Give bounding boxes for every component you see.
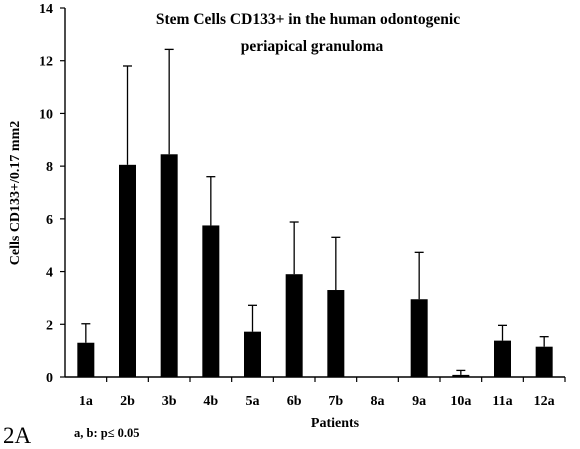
x-tick-label-2b: 2b (120, 394, 135, 409)
y-axis-label: Cells CD133+/0.17 mm2 (8, 121, 23, 265)
significance-note: a, b: p≤ 0.05 (74, 426, 140, 440)
error-bars-group (81, 48, 549, 375)
y-tick-label: 12 (39, 55, 53, 70)
bar-6b (285, 274, 303, 377)
y-tick-label: 10 (39, 107, 53, 122)
bar-10a (452, 374, 470, 377)
panel-label: 2A (3, 423, 32, 448)
y-tick-label: 4 (46, 266, 53, 281)
x-tick-label-7b: 7b (328, 394, 343, 409)
x-tick-label-12a: 12a (534, 394, 555, 409)
chart-title: Stem Cells CD133+ in the human odontogen… (156, 11, 460, 55)
y-tick-label: 2 (46, 318, 53, 333)
x-tick-label-11a: 11a (492, 394, 512, 409)
chart-title-line-2: periapical granuloma (241, 38, 384, 55)
bar-1a (77, 342, 95, 377)
y-tick-label: 14 (39, 2, 53, 17)
bar-12a (535, 346, 553, 377)
x-tick-label-6b: 6b (287, 394, 302, 409)
bar-5a (244, 331, 261, 377)
x-tick-label-1a: 1a (79, 394, 93, 409)
y-tick-label: 0 (46, 371, 53, 386)
x-tick-label-10a: 10a (450, 394, 471, 409)
bar-4b (202, 225, 220, 377)
x-tick-label-4b: 4b (203, 394, 218, 409)
bar-7b (327, 290, 345, 377)
y-ticks-group: 0 2 4 6 8 10 12 14 (39, 2, 65, 386)
x-tick-label-8a: 8a (371, 394, 385, 409)
y-tick-label: 8 (46, 160, 53, 175)
x-ticks-group: 1a 2b 3b 4b 5a 6b 7b 8a 9a 10a 11a 12a (79, 377, 566, 409)
bars-group (77, 154, 553, 377)
bar-2b (119, 164, 136, 377)
bar-3b (160, 154, 178, 377)
x-axis-label: Patients (311, 416, 360, 431)
chart-title-line-1: Stem Cells CD133+ in the human odontogen… (156, 11, 460, 28)
x-tick-label-5a: 5a (246, 394, 260, 409)
x-tick-label-9a: 9a (412, 394, 426, 409)
bar-11a (494, 340, 511, 377)
x-tick-label-3b: 3b (162, 394, 177, 409)
y-tick-label: 6 (46, 213, 53, 228)
bar-9a (410, 299, 428, 377)
